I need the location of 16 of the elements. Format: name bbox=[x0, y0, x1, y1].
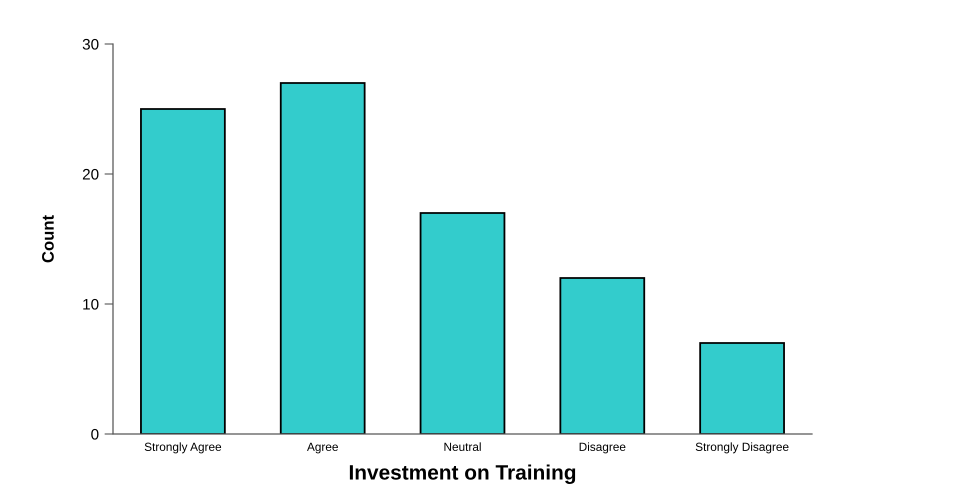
x-tick-label: Agree bbox=[306, 442, 338, 454]
bar bbox=[140, 108, 226, 434]
y-tick-label: 0 bbox=[91, 428, 99, 440]
x-axis-title: Investment on Training bbox=[350, 464, 576, 484]
x-tick-label: Strongly Agree bbox=[144, 442, 222, 454]
y-tick-label: 10 bbox=[83, 298, 99, 310]
x-tick-label: Disagree bbox=[580, 442, 626, 454]
bar bbox=[280, 82, 366, 434]
bar bbox=[559, 277, 646, 434]
y-tick-label: 20 bbox=[82, 168, 99, 180]
bar bbox=[420, 212, 506, 434]
bar bbox=[699, 342, 785, 434]
y-axis-title: Count bbox=[42, 215, 54, 262]
y-tick-label: 30 bbox=[82, 38, 99, 50]
x-tick-label: Strongly Disagree bbox=[696, 442, 788, 454]
x-tick-label: Neutral bbox=[444, 442, 481, 452]
